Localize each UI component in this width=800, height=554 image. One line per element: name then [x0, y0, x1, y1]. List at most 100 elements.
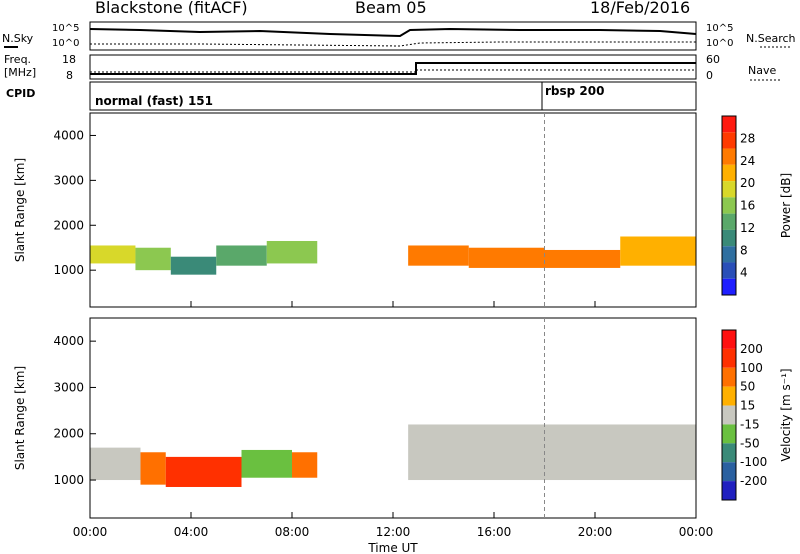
data-band-3: [241, 449, 292, 478]
y-axis-label: Slant Range [km]: [13, 366, 27, 470]
colorbar-tick-label: 4: [740, 266, 748, 280]
nsearch-line: [90, 41, 696, 47]
nave-tick-high: 60: [706, 53, 720, 66]
colorbar-tick-label: 200: [740, 342, 763, 356]
colorbar-swatch: [722, 386, 736, 406]
power-panel: 1000 2000 3000 4000 Slant Range [km] 28 24 20 16…: [13, 112, 793, 308]
data-band-5: [408, 245, 469, 266]
colorbar-tick-label: 20: [740, 176, 755, 190]
x-tick-label: 12:00: [376, 525, 411, 539]
colorbar-label: Velocity [m s⁻¹]: [779, 368, 793, 461]
data-band-0: [90, 245, 136, 264]
nsky-tick-low: 10^0: [52, 38, 80, 49]
nsky-tick-high: 10^5: [52, 23, 80, 34]
noise-panel-frame: [89, 21, 697, 51]
colorbar-swatch: [722, 229, 736, 247]
y-axis-label: Slant Range [km]: [13, 158, 27, 262]
date-title: 18/Feb/2016: [590, 0, 691, 17]
colorbar-swatch: [722, 424, 736, 444]
y-tick-label: 4000: [53, 334, 84, 348]
x-tick-label: 16:00: [477, 525, 512, 539]
colorbar-swatch: [722, 443, 736, 463]
colorbar-swatch: [722, 348, 736, 368]
colorbar-swatch: [722, 262, 736, 279]
freq-line: [90, 62, 696, 75]
colorbar-tick-label: 8: [740, 243, 748, 257]
x-tick-label: 04:00: [174, 525, 209, 539]
nave-label: Nave: [748, 64, 777, 77]
colorbar-swatch: [722, 330, 736, 349]
colorbar-swatch: [722, 181, 736, 198]
y-tick-label: 3000: [53, 173, 84, 187]
freq-unit-label: [MHz]: [4, 66, 37, 79]
station-title: Blackstone (fitACF): [95, 0, 248, 17]
colorbar-swatch: [722, 197, 736, 214]
nsky-line: [89, 27, 697, 38]
colorbar-swatch: [722, 367, 736, 387]
freq-tick-low: 8: [66, 69, 73, 82]
x-tick-label: 20:00: [578, 525, 613, 539]
nave-line: [90, 69, 696, 73]
x-tick-label: 00:00: [73, 525, 108, 539]
colorbar-swatch: [722, 481, 736, 500]
data-band-2: [170, 256, 217, 275]
cpid-segment-2: rbsp 200: [545, 84, 605, 98]
data-band-2: [165, 456, 242, 487]
colorbar-tick-label: 16: [740, 199, 755, 213]
colorbar-swatch: [722, 116, 736, 133]
colorbar-swatch: [722, 164, 736, 182]
colorbar-swatch: [722, 462, 736, 482]
freq-tick-high: 18: [62, 53, 76, 66]
data-band-1: [140, 452, 166, 485]
colorbar-tick-label: 28: [740, 131, 755, 145]
nsearch-tick-low: 10^0: [706, 38, 734, 49]
velocity-panel: 1000 2000 3000 4000 00:00 04:00 08:00 12:00 16:0…: [13, 317, 793, 554]
colorbar-tick-label: 50: [740, 380, 755, 394]
colorbar-tick-label: 100: [740, 361, 763, 375]
freq-label: Freq.: [4, 53, 32, 66]
data-band-1: [135, 247, 171, 271]
colorbar-tick-label: 24: [740, 154, 755, 168]
plot-frame: [89, 317, 697, 519]
y-tick-label: 2000: [53, 218, 84, 232]
colorbar-tick-label: -100: [740, 455, 767, 469]
data-band-4: [292, 452, 318, 478]
colorbar-tick-label: 15: [740, 399, 755, 413]
colorbar-swatch: [722, 278, 736, 295]
data-band-4: [266, 240, 318, 264]
top-panels: [4, 21, 790, 111]
y-tick-label: 1000: [53, 473, 84, 487]
colorbar-swatch: [722, 148, 736, 165]
y-tick-label: 4000: [53, 128, 84, 142]
colorbar-frame: [721, 115, 737, 296]
colorbar-tick-label: -200: [740, 474, 767, 488]
colorbar-tick-label: -50: [740, 436, 760, 450]
x-axis-label: Time UT: [367, 541, 418, 554]
data-band-6: [468, 247, 545, 268]
y-tick-label: 3000: [53, 380, 84, 394]
colorbar-tick-label: 12: [740, 221, 755, 235]
cpid-label: CPID: [6, 87, 36, 100]
colorbar-frame: [721, 329, 737, 501]
plot-frame: [89, 112, 697, 308]
colorbar-label: Power [dB]: [779, 173, 793, 238]
freq-panel-frame: [89, 54, 697, 80]
y-tick-label: 2000: [53, 427, 84, 441]
colorbar-swatch: [722, 405, 736, 425]
data-band-8: [620, 236, 696, 266]
nsearch-tick-high: 10^5: [706, 23, 734, 34]
data-band-0: [90, 447, 141, 481]
beam-title: Beam 05: [355, 0, 427, 17]
nsky-label: N.Sky: [2, 32, 34, 45]
data-band-5: [408, 424, 696, 481]
colorbar-swatch: [722, 213, 736, 230]
colorbar-swatch: [722, 132, 736, 149]
nsearch-label: N.Search: [746, 32, 796, 45]
cpid-segment-1: normal (fast) 151: [95, 94, 213, 108]
nave-tick-low: 0: [706, 69, 713, 82]
y-tick-label: 1000: [53, 263, 84, 277]
colorbar-swatch: [722, 246, 736, 263]
colorbar-tick-label: -15: [740, 417, 760, 431]
x-tick-label: 08:00: [275, 525, 310, 539]
